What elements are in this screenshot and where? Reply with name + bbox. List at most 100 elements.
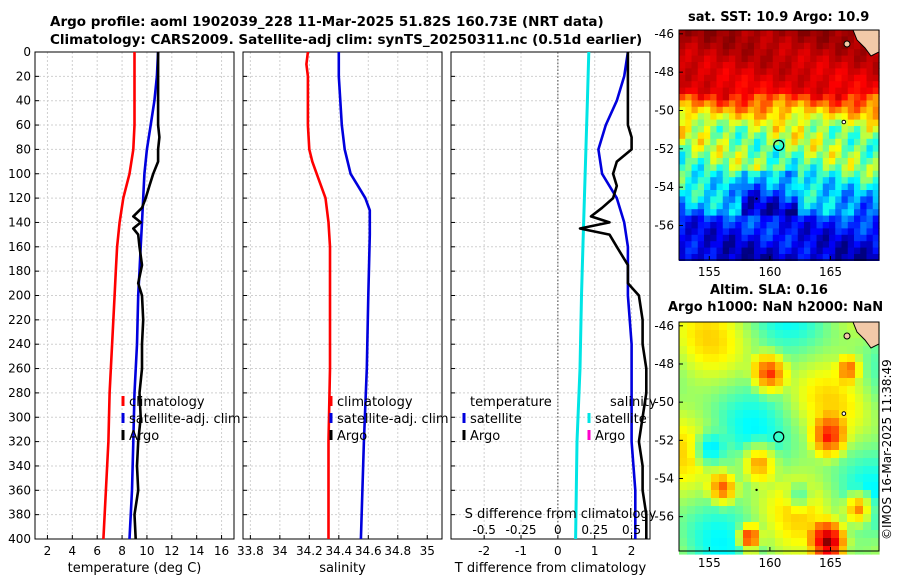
map-cell: [685, 106, 693, 114]
map-cell: [743, 450, 752, 459]
map-cell: [722, 68, 730, 76]
map-cell: [722, 30, 730, 37]
map-cell: [679, 228, 686, 236]
map-cell: [810, 132, 818, 140]
map-cell: [779, 183, 786, 191]
map-cell: [766, 74, 774, 82]
map-cell: [679, 202, 686, 210]
map-cell: [863, 490, 872, 499]
map-cell: [866, 62, 874, 69]
map-cell: [729, 215, 736, 223]
map-cell: [703, 442, 712, 451]
map-cell: [804, 87, 811, 95]
y-tick-label: 40: [16, 94, 31, 108]
map-cell: [722, 247, 730, 255]
map-cell: [841, 254, 849, 261]
map-cell: [823, 338, 832, 347]
map-cell: [685, 158, 693, 165]
map-cell: [872, 247, 880, 255]
map-cell: [799, 450, 808, 459]
map-cell: [685, 36, 693, 44]
map-cell: [783, 378, 792, 387]
map-cell: [791, 402, 800, 411]
map-cell: [823, 466, 832, 475]
map-cell: [754, 49, 761, 57]
map-cell: [807, 530, 816, 539]
map-cell: [816, 151, 824, 159]
map-cell: [847, 202, 855, 210]
map-cell: [831, 538, 840, 547]
map-cell: [679, 113, 686, 121]
map-cell: [719, 394, 728, 403]
map-cell: [735, 338, 744, 347]
map-cell: [735, 164, 743, 172]
map-cell: [685, 241, 693, 249]
map-cell: [815, 546, 824, 555]
map-cell: [679, 442, 688, 451]
map-cell: [839, 322, 848, 331]
map-cell: [807, 386, 816, 395]
map-cell: [816, 158, 824, 165]
map-cell: [831, 506, 840, 515]
map-cell: [872, 145, 880, 153]
map-cell: [783, 506, 792, 515]
map-cell: [772, 177, 780, 185]
map-cell: [871, 426, 880, 435]
map-cell: [854, 138, 861, 146]
map-cell: [703, 506, 712, 515]
map-cell: [751, 450, 760, 459]
map-cell: [710, 222, 718, 229]
map-cell: [863, 410, 872, 419]
map-cell: [847, 145, 855, 153]
map-cell: [785, 183, 793, 191]
map-cell: [772, 234, 780, 242]
map-cell: [719, 418, 728, 427]
map-cell: [841, 158, 849, 165]
map-cell: [695, 322, 704, 331]
map-cell: [760, 113, 768, 121]
map-cell: [791, 145, 799, 153]
map-cell: [835, 126, 843, 133]
map-cell: [785, 68, 793, 76]
map-cell: [785, 196, 793, 204]
map-cell: [815, 378, 824, 387]
map-cell: [779, 215, 786, 223]
map-cell: [716, 87, 724, 95]
y-tick-label: 300: [8, 410, 31, 424]
map-cell: [815, 402, 824, 411]
map-cell: [735, 132, 743, 140]
map-cell: [751, 530, 760, 539]
map-cell: [747, 202, 755, 210]
map-cell: [797, 94, 805, 101]
map-cell: [767, 466, 776, 475]
map-cell: [759, 434, 768, 443]
map-cell: [710, 202, 718, 210]
map-cell: [760, 49, 768, 57]
map-cell: [767, 450, 776, 459]
map-cell: [779, 68, 786, 76]
map-cell: [685, 68, 693, 76]
map-cell: [822, 222, 830, 229]
map-cell: [691, 151, 699, 159]
map-cell: [747, 113, 755, 121]
map-cell: [847, 42, 855, 50]
map-cell: [816, 49, 824, 57]
map-cell: [783, 482, 792, 491]
map-cell: [710, 164, 718, 172]
map-cell: [710, 30, 718, 37]
map-cell: [816, 87, 824, 95]
map-cell: [797, 183, 805, 191]
x-tick-label: 14: [189, 544, 204, 558]
map-cell: [735, 202, 743, 210]
map-cell: [841, 126, 849, 133]
map-cell: [695, 402, 704, 411]
map-cell: [716, 74, 724, 82]
map-cell: [695, 386, 704, 395]
map-cell: [816, 254, 824, 261]
map-cell: [847, 132, 855, 140]
map-cell: [716, 164, 724, 172]
map-cell: [855, 530, 864, 539]
map-cell: [685, 228, 693, 236]
map-cell: [754, 81, 761, 89]
map-cell: [743, 522, 752, 531]
